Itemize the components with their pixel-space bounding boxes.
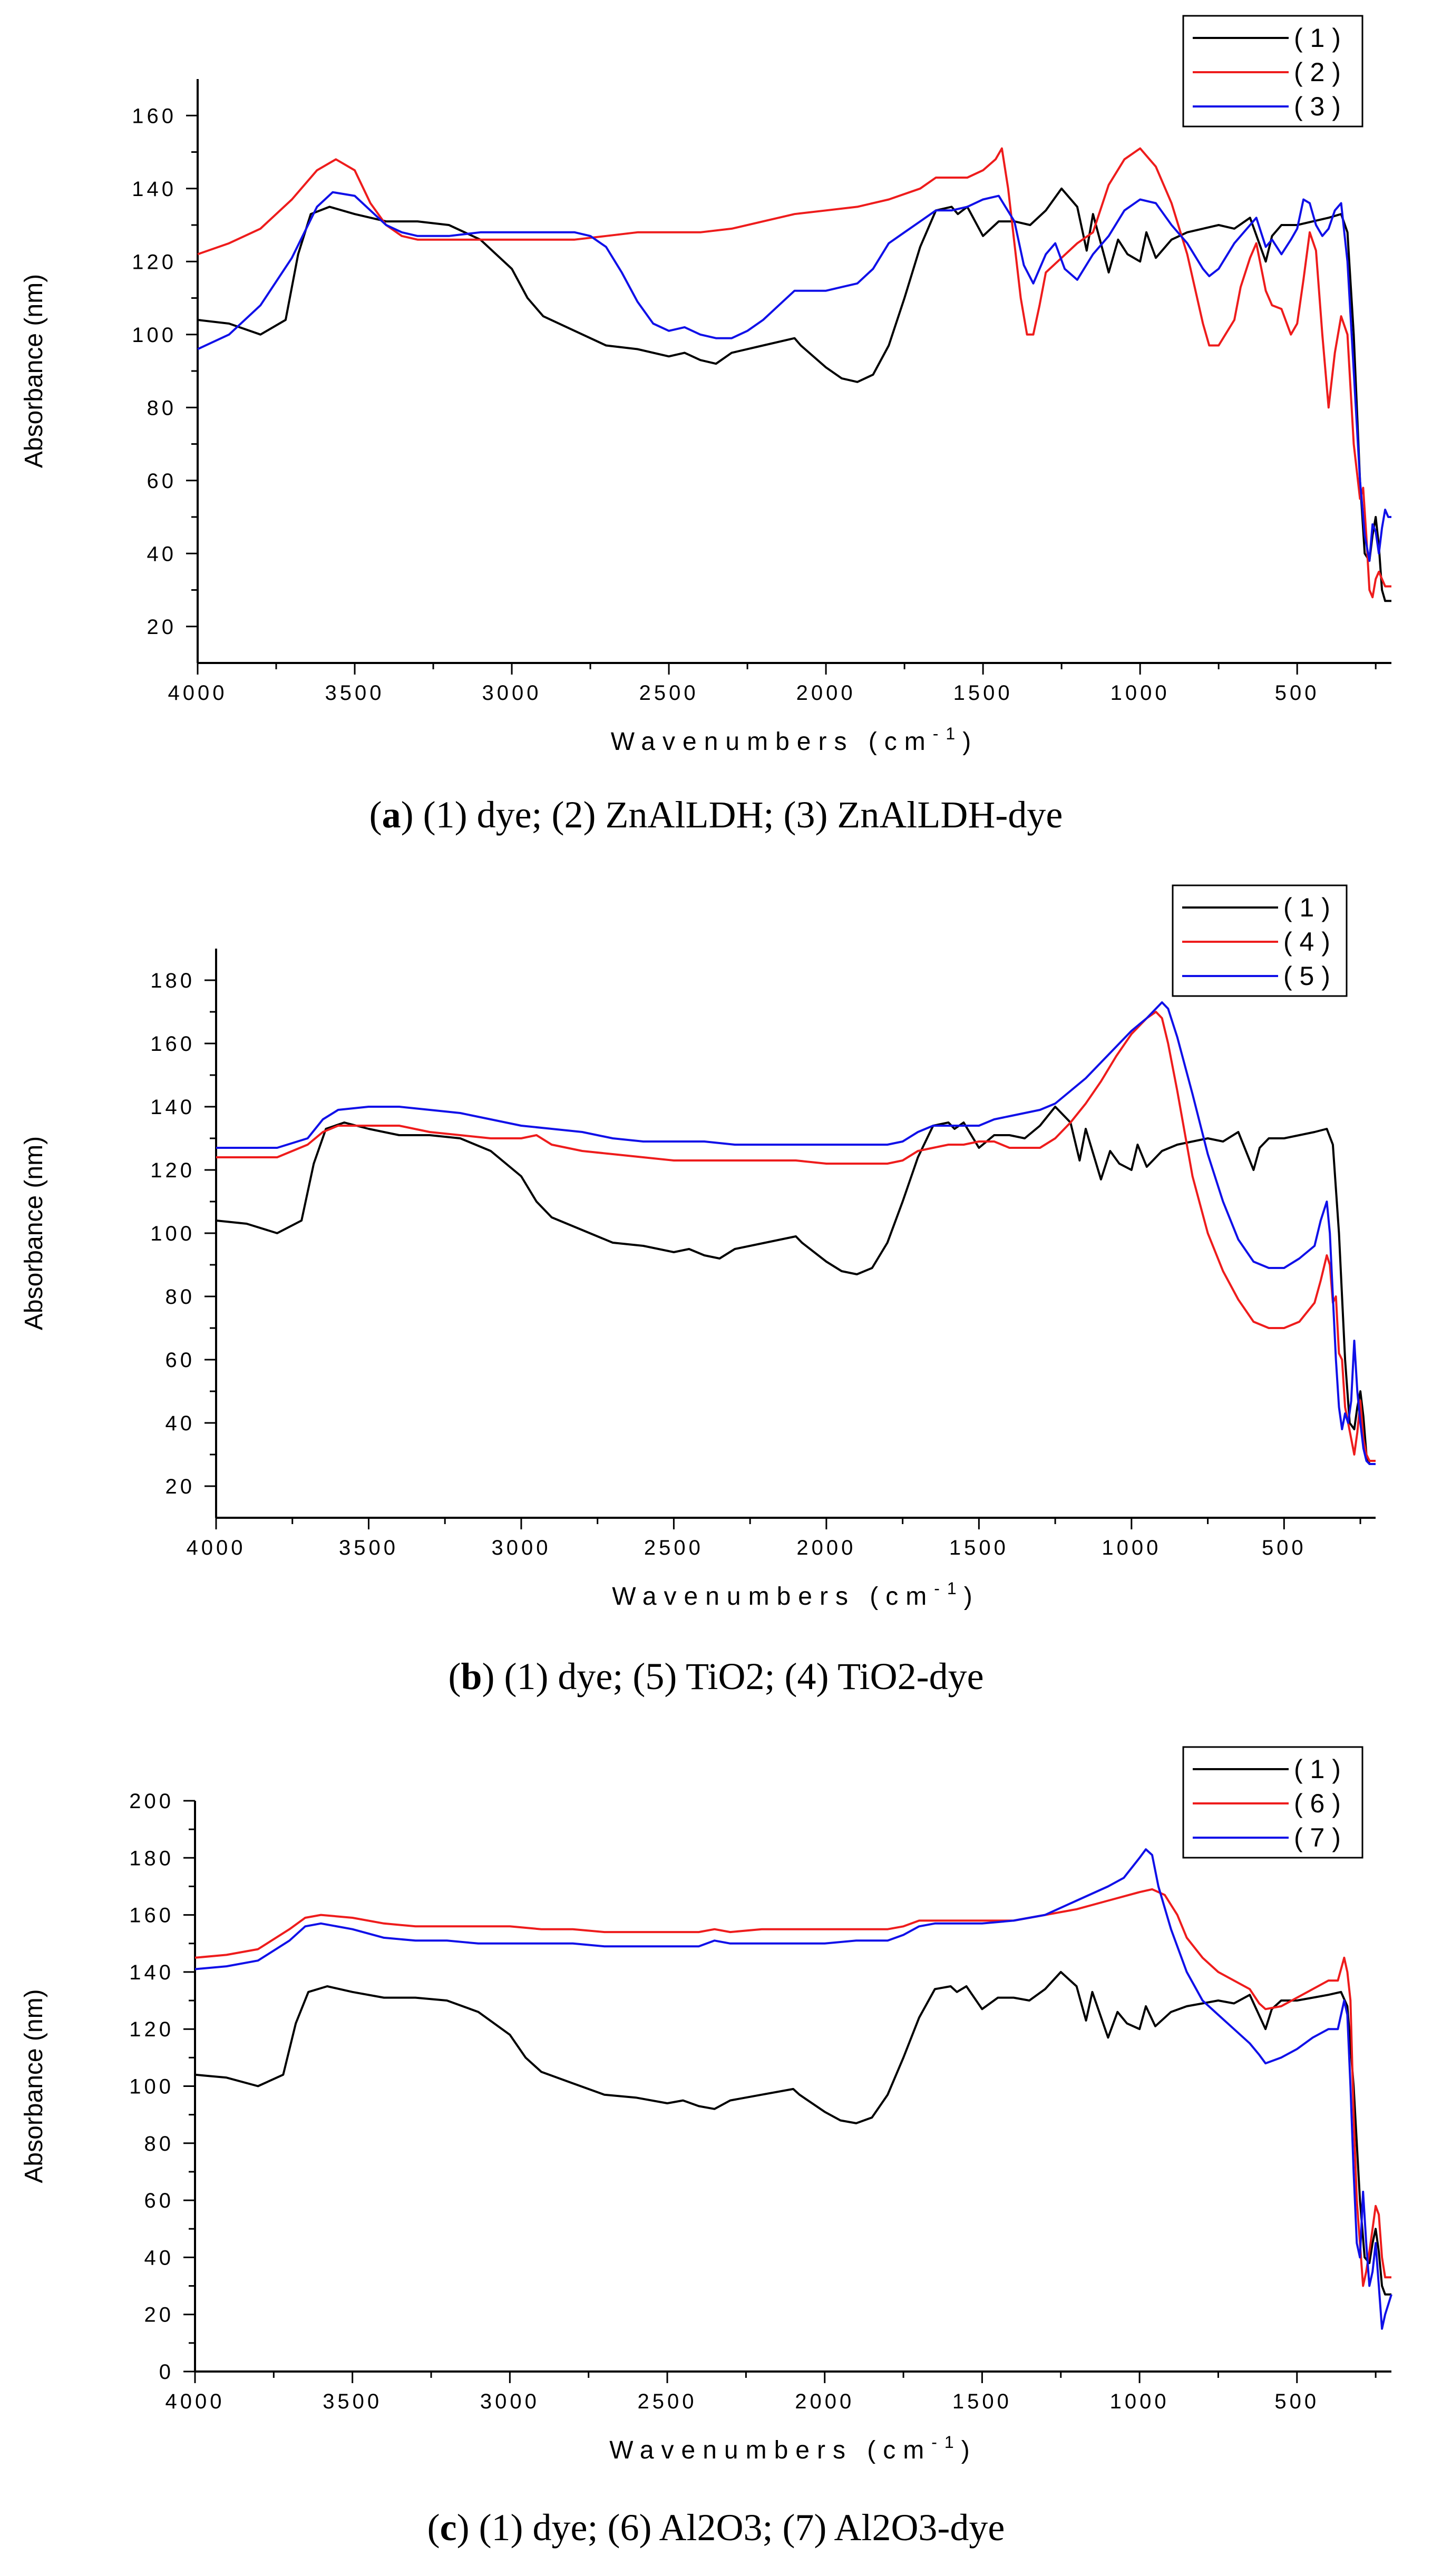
x-tick-label: 3500	[339, 1536, 398, 1559]
y-tick-label: 140	[129, 1961, 174, 1984]
y-axis-title: Absorbance (nm)	[20, 1136, 48, 1330]
y-tick-label: 140	[132, 178, 177, 201]
x-tick-label: 1500	[953, 681, 1013, 705]
x-tick-label: 3000	[480, 2390, 540, 2413]
caption-b-text: (1) dye; (5) TiO2; (4) TiO2-dye	[504, 1655, 984, 1697]
y-tick-label: 60	[165, 1349, 196, 1372]
series-line-3	[194, 1848, 1392, 2330]
x-tick-label: 2500	[639, 681, 699, 705]
y-tick-label: 80	[147, 396, 177, 419]
x-tick-label: 3500	[325, 681, 385, 705]
y-tick-label: 120	[132, 250, 177, 274]
x-tick-label: 1000	[1110, 681, 1170, 705]
x-axis-title: Wavenumbers (cm-1)	[609, 2433, 977, 2464]
caption-a: (a) (1) dye; (2) ZnAlLDH; (3) ZnAlLDH-dy…	[369, 794, 1063, 836]
y-tick-label: 20	[144, 2304, 174, 2327]
y-axis-title: Absorbance (nm)	[20, 1989, 48, 2183]
x-axis-title: Wavenumbers (cm-1)	[611, 724, 978, 756]
y-tick-label: 180	[150, 969, 195, 992]
chart-panel-c: 0 20 40 60 80 100 120 140 160 180 200 4000 3500 3000 2…	[0, 1729, 1432, 2576]
x-tick-label: 2000	[795, 2390, 854, 2413]
series-line-1	[194, 1970, 1391, 2296]
legend-label: ( 4 )	[1283, 927, 1330, 957]
y-tick-label: 100	[129, 2075, 174, 2099]
x-tick-label: 2500	[644, 1536, 704, 1559]
legend-label: ( 3 )	[1294, 92, 1341, 121]
x-tick-label: 2000	[796, 1536, 856, 1559]
series-line-3	[197, 191, 1391, 562]
x-tick-label: 4000	[168, 681, 228, 705]
x-tick-label: 500	[1275, 681, 1320, 705]
y-tick-label: 20	[165, 1475, 196, 1498]
caption-a-letter: a	[382, 794, 401, 836]
caption-b-letter: b	[461, 1655, 482, 1697]
x-axis-title: Wavenumbers (cm-1)	[612, 1579, 979, 1611]
y-tick-label: 80	[165, 1285, 196, 1309]
legend-label: ( 1 )	[1294, 23, 1341, 53]
y-tick-label: 160	[132, 104, 177, 128]
y-tick-label: 60	[147, 470, 177, 493]
legend-label: ( 5 )	[1283, 961, 1330, 991]
x-tick-label: 1500	[949, 1536, 1009, 1559]
chart-b: 20 40 60 80 100 120 140 160 180 4000 3500 3000 2500 2…	[20, 884, 1376, 1611]
legend-label: ( 2 )	[1294, 57, 1341, 87]
y-tick-label: 100	[150, 1222, 195, 1245]
legend-label: ( 1 )	[1294, 1754, 1341, 1784]
y-tick-label: 200	[129, 1790, 174, 1813]
series-line-3	[216, 1001, 1376, 1465]
x-tick-label: 4000	[187, 1536, 246, 1559]
series-line-2	[216, 1011, 1376, 1462]
x-tick-label: 3000	[482, 681, 542, 705]
legend-label: ( 1 )	[1283, 893, 1330, 922]
series-line-2	[194, 1888, 1391, 2287]
y-tick-label: 40	[165, 1412, 196, 1435]
y-tick-label: 40	[144, 2246, 174, 2269]
y-tick-label: 140	[150, 1096, 195, 1119]
chart-panel-b: 20 40 60 80 100 120 140 160 180 4000 3500 3000 2500 2…	[0, 864, 1432, 1729]
y-tick-label: 40	[147, 542, 177, 565]
x-tick-label: 3000	[491, 1536, 551, 1559]
x-tick-label: 1500	[952, 2390, 1012, 2413]
legend-label: ( 7 )	[1294, 1823, 1341, 1852]
legend-label: ( 6 )	[1294, 1789, 1341, 1818]
chart-panel-a: 20 40 60 80 100 120 140 160 4000 3500 3000 2500 2000…	[0, 0, 1432, 864]
x-tick-label: 500	[1274, 2390, 1319, 2413]
caption-c-letter: c	[440, 2506, 457, 2549]
y-tick-label: 60	[144, 2189, 174, 2212]
y-tick-label: 100	[132, 324, 177, 347]
y-tick-label: 120	[129, 2018, 174, 2041]
y-tick-label: 180	[129, 1847, 174, 1870]
y-axis-title: Absorbance (nm)	[20, 274, 48, 468]
y-tick-label: 160	[150, 1032, 195, 1056]
x-tick-label: 1000	[1102, 1536, 1161, 1559]
y-tick-label: 160	[129, 1904, 174, 1927]
x-tick-label: 2500	[638, 2390, 697, 2413]
y-tick-label: 80	[144, 2132, 174, 2155]
y-tick-label: 20	[147, 616, 177, 639]
caption-b: (b) (1) dye; (5) TiO2; (4) TiO2-dye	[448, 1655, 984, 1697]
x-tick-label: 3500	[323, 2390, 382, 2413]
caption-a-text: (1) dye; (2) ZnAlLDH; (3) ZnAlLDH-dye	[423, 794, 1063, 836]
series-line-1	[197, 187, 1391, 602]
caption-c-text: (1) dye; (6) Al2O3; (7) Al2O3-dye	[479, 2506, 1005, 2549]
x-tick-label: 2000	[796, 681, 856, 705]
x-tick-label: 4000	[165, 2390, 225, 2413]
chart-a: 20 40 60 80 100 120 140 160 4000 3500 3000 2500 2000…	[20, 15, 1391, 756]
y-tick-label: 0	[159, 2360, 174, 2384]
series-line-1	[216, 1106, 1376, 1465]
x-tick-label: 1000	[1110, 2390, 1170, 2413]
x-tick-label: 500	[1262, 1536, 1307, 1559]
y-tick-label: 120	[150, 1159, 195, 1182]
caption-c: (c) (1) dye; (6) Al2O3; (7) Al2O3-dye	[427, 2506, 1005, 2549]
chart-c: 0 20 40 60 80 100 120 140 160 180 200 4000 3500 3000 2…	[20, 1746, 1392, 2464]
series-line-2	[197, 147, 1391, 599]
